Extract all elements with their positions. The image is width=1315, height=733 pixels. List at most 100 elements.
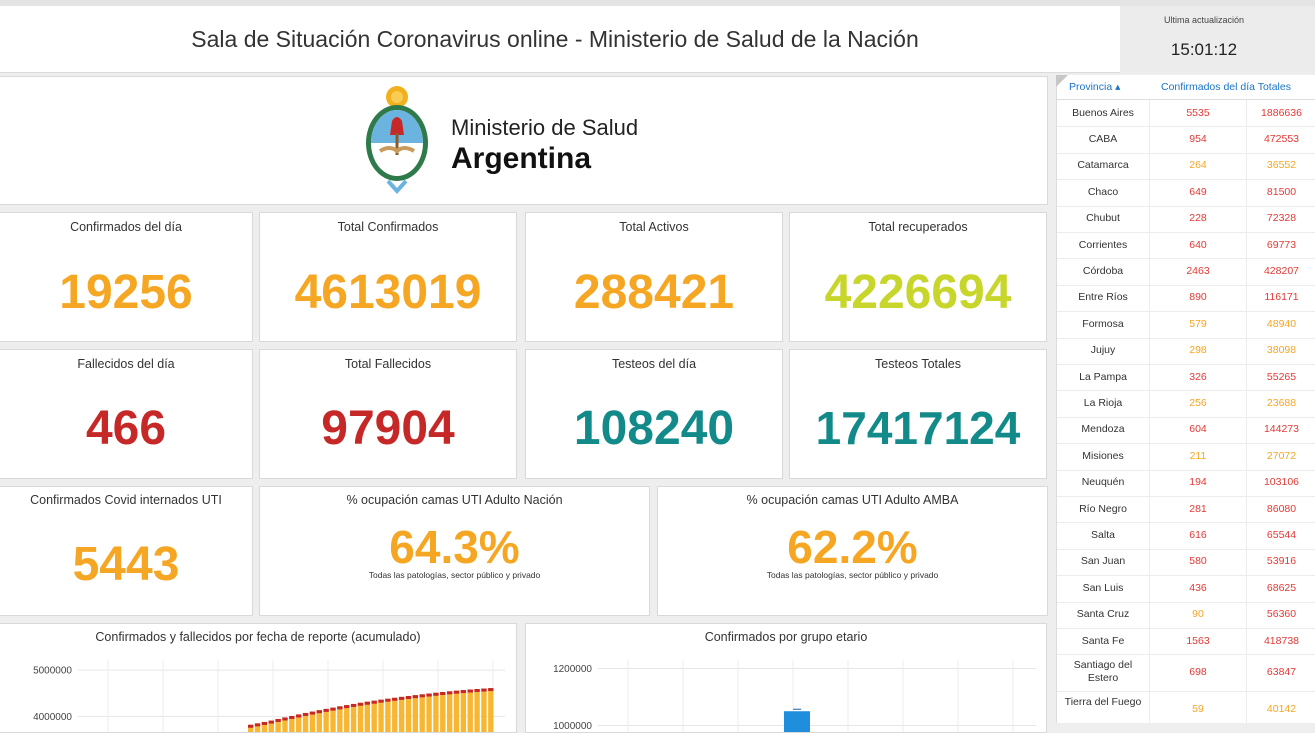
table-row[interactable]: Formosa 579 48940 [1057, 311, 1315, 339]
bar [378, 699, 384, 732]
y-tick-label: 1200000 [553, 664, 592, 675]
bar-top [385, 698, 391, 702]
cell-provincia: Río Negro [1079, 502, 1127, 515]
cell-provincia: La Pampa [1079, 370, 1127, 383]
top-strip [0, 0, 1315, 6]
table-row[interactable]: Corrientes 640 69773 [1057, 232, 1315, 260]
bar [316, 710, 322, 732]
cell-confirmados-total: 65544 [1246, 522, 1315, 549]
sun-icon [386, 86, 408, 108]
chart-title: Confirmados por grupo etario [704, 630, 868, 644]
bar [309, 711, 316, 732]
table-row[interactable]: Entre Ríos 890 116171 [1057, 284, 1315, 313]
chart-card-grupo-etario: Confirmados por grupo etario 1200000 1000… [525, 623, 1047, 733]
bar-top [309, 711, 316, 715]
cell-confirmados-dia: 616 [1149, 522, 1246, 549]
table-row[interactable]: La Rioja 256 23688 [1057, 390, 1315, 418]
last-update-panel: Ultima actualización 15:01:12 [1120, 6, 1315, 72]
bar [460, 690, 467, 732]
corner-fold-icon [1056, 75, 1068, 87]
table-row[interactable]: Chubut 228 72328 [1057, 205, 1315, 233]
bar-top [275, 718, 281, 722]
table-row[interactable]: Santiago del Estero 698 63847 [1057, 654, 1315, 693]
bar-top [453, 690, 460, 694]
bar-top [344, 705, 350, 709]
bar [385, 698, 391, 732]
cell-provincia: Salta [1091, 529, 1115, 542]
cell-confirmados-dia: 211 [1149, 443, 1246, 470]
bar-top [323, 708, 329, 712]
table-row[interactable]: San Juan 580 53916 [1057, 548, 1315, 577]
bar-top [433, 692, 439, 696]
bar [474, 688, 480, 732]
bar-top [254, 723, 261, 727]
bar [453, 690, 460, 732]
cell-confirmados-dia: 604 [1149, 416, 1246, 444]
bar [337, 706, 343, 732]
cell-confirmados-dia: 281 [1149, 496, 1246, 523]
kpi-label: Total Confirmados [337, 220, 439, 234]
bar [481, 688, 487, 732]
table-row[interactable]: Santa Cruz 90 56360 [1057, 601, 1315, 629]
table-row[interactable]: Neuquén 194 103106 [1057, 469, 1315, 497]
table-row[interactable]: Misiones 211 27072 [1057, 443, 1315, 471]
kpi-ocupacion-amba: % ocupación camas UTI Adulto AMBA 62.2% … [657, 486, 1048, 616]
bar [357, 702, 364, 732]
bar-top [350, 703, 357, 707]
cell-provincia: Chubut [1086, 212, 1120, 225]
kpi-value: 4613019 [294, 266, 482, 319]
table-row[interactable]: Río Negro 281 86080 [1057, 496, 1315, 524]
cell-confirmados-total: 86080 [1246, 496, 1315, 523]
table-row[interactable]: La Pampa 326 55265 [1057, 364, 1315, 392]
cell-provincia: La Rioja [1083, 397, 1123, 410]
table-row[interactable]: San Luis 436 68625 [1057, 575, 1315, 603]
cell-provincia: Entre Ríos [1078, 291, 1128, 304]
cell-provincia: Santiago del Estero [1073, 659, 1133, 685]
table-row[interactable]: Buenos Aires 5535 1886636 [1057, 100, 1315, 128]
bar-top [488, 688, 494, 692]
table-row[interactable]: Jujuy 298 38098 [1057, 337, 1315, 365]
cell-confirmados-dia: 580 [1149, 548, 1246, 576]
cell-confirmados-dia: 256 [1149, 390, 1246, 417]
cell-provincia: Mendoza [1081, 423, 1125, 436]
bar [446, 691, 453, 732]
kpi-value: 466 [85, 402, 167, 455]
bar [440, 692, 446, 732]
chart-card-acumulado: Confirmados y fallecidos por fecha de re… [0, 623, 517, 733]
column-header-confirmados[interactable]: Confirmados del día Totales [1161, 81, 1291, 93]
cell-confirmados-total: 1886636 [1246, 100, 1315, 127]
table-row[interactable]: Salta 616 65544 [1057, 522, 1315, 550]
table-row[interactable]: Mendoza 604 144273 [1057, 416, 1315, 445]
bar-top [316, 710, 322, 714]
kpi-total-recuperados: Total recuperados 4226694 [789, 212, 1047, 342]
cell-confirmados-dia: 228 [1149, 205, 1246, 232]
cell-confirmados-total: 38098 [1246, 337, 1315, 364]
kpi-label: Total Activos [619, 220, 689, 234]
table-row[interactable]: Catamarca 264 36552 [1057, 152, 1315, 181]
bar-top [302, 712, 309, 716]
kpi-internados-uti: Confirmados Covid internados UTI 5443 [0, 486, 253, 616]
cell-confirmados-total: 472553 [1246, 126, 1315, 153]
kpi-value: 17417124 [815, 402, 1021, 454]
cell-provincia: Tierra del Fuego [1064, 696, 1142, 709]
cell-confirmados-total: 27072 [1246, 443, 1315, 470]
bar-top [405, 695, 412, 699]
cell-provincia: Córdoba [1082, 265, 1124, 278]
cell-provincia: Formosa [1082, 317, 1124, 330]
table-row[interactable]: Chaco 649 81500 [1057, 179, 1315, 207]
table-row[interactable]: CABA 954 472553 [1057, 126, 1315, 154]
kpi-label: % ocupación camas UTI Adulto Nación [346, 493, 563, 507]
cell-confirmados-total: 81500 [1246, 179, 1315, 206]
cell-confirmados-total: 23688 [1246, 390, 1315, 417]
table-row[interactable]: Santa Fe 1563 418738 [1057, 628, 1315, 656]
kpi-value: 288421 [573, 266, 735, 319]
table-row[interactable]: Tierra del Fuego 59 40142 [1057, 691, 1315, 723]
cell-confirmados-dia: 436 [1149, 575, 1246, 602]
cell-provincia: Santa Fe [1081, 634, 1125, 647]
column-header-provincia[interactable]: Provincia ▴ [1069, 81, 1121, 93]
bar [344, 705, 350, 732]
cell-confirmados-dia: 264 [1149, 152, 1246, 180]
table-row[interactable]: Córdoba 2463 428207 [1057, 258, 1315, 286]
kpi-total-confirmados: Total Confirmados 4613019 [259, 212, 517, 342]
